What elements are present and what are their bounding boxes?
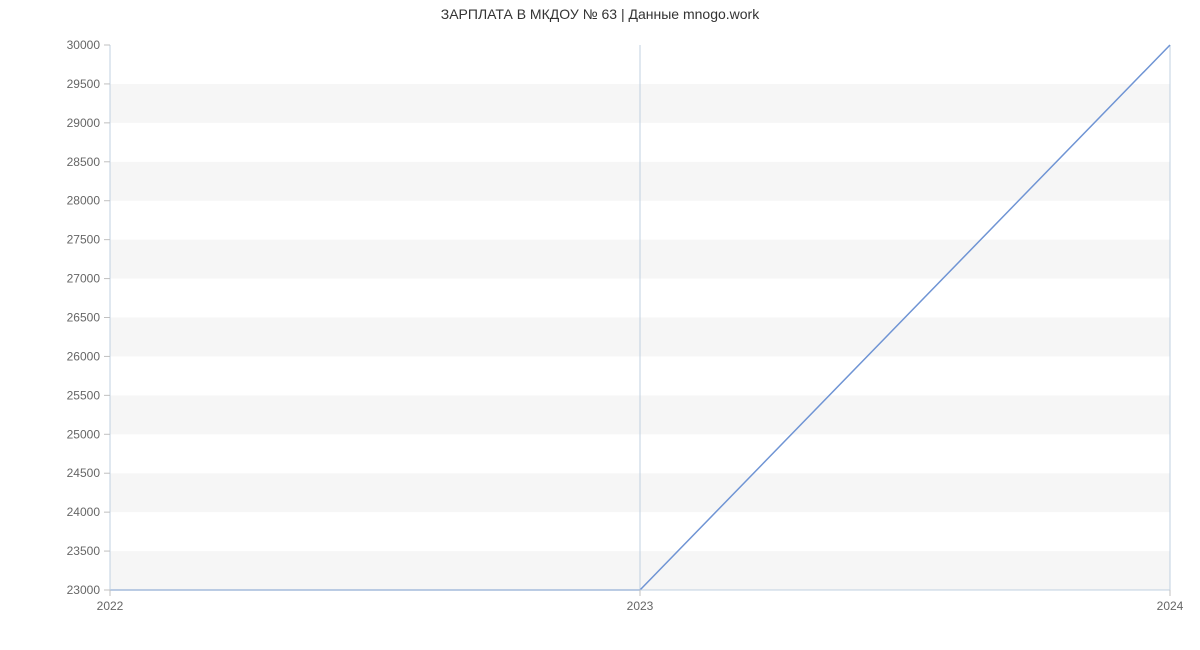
- x-tick-label: 2022: [97, 599, 124, 613]
- y-tick-label: 28500: [67, 155, 101, 169]
- y-tick-label: 28000: [67, 194, 101, 208]
- y-tick-label: 26500: [67, 311, 101, 325]
- y-tick-label: 29000: [67, 116, 101, 130]
- y-tick-label: 27500: [67, 233, 101, 247]
- y-tick-label: 25000: [67, 427, 101, 441]
- y-tick-label: 24000: [67, 505, 101, 519]
- x-tick-label: 2024: [1157, 599, 1184, 613]
- y-tick-label: 23000: [67, 583, 101, 597]
- y-tick-label: 25500: [67, 388, 101, 402]
- y-tick-label: 26000: [67, 349, 101, 363]
- x-tick-label: 2023: [627, 599, 654, 613]
- y-tick-label: 24500: [67, 466, 101, 480]
- chart-svg: 23000 23500 24000 24500 25000 25500 26000 26500…: [0, 0, 1200, 650]
- y-tick-label: 27000: [67, 272, 101, 286]
- y-tick-label: 30000: [67, 38, 101, 52]
- y-tick-label: 29500: [67, 77, 101, 91]
- y-tick-label: 23500: [67, 544, 101, 558]
- salary-chart: ЗАРПЛАТА В МКДОУ № 63 | Данные mnogo.wor…: [0, 0, 1200, 650]
